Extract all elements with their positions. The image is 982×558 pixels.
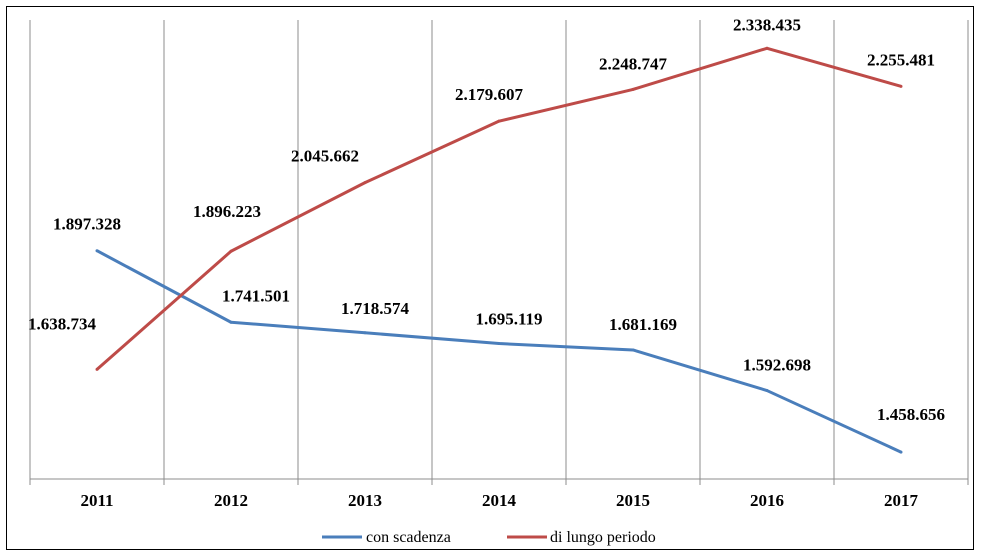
data-label: 1.718.574 (341, 299, 410, 318)
data-label: 1.897.328 (53, 215, 121, 234)
data-point (899, 450, 903, 454)
data-label: 1.592.698 (743, 356, 811, 375)
data-point (631, 87, 635, 91)
data-point (765, 389, 769, 393)
x-tick-label: 2012 (214, 491, 248, 510)
x-tick-label: 2013 (348, 491, 382, 510)
data-label: 1.695.119 (475, 310, 542, 329)
legend-label: di lungo periodo (550, 529, 656, 546)
data-label: 2.255.481 (867, 50, 935, 69)
data-point (95, 249, 99, 253)
data-label: 1.741.501 (222, 286, 290, 305)
data-label: 2.179.607 (455, 85, 524, 104)
data-label: 1.896.223 (193, 202, 261, 221)
x-tick-label: 2015 (616, 491, 650, 510)
data-label: 1.458.656 (877, 405, 945, 424)
data-point (899, 84, 903, 88)
x-tick-label: 2017 (884, 491, 919, 510)
x-tick-label: 2014 (482, 491, 517, 510)
chart-frame (6, 6, 974, 550)
data-label: 1.638.734 (28, 314, 97, 333)
data-point (363, 331, 367, 335)
data-point (497, 119, 501, 123)
series-line-con-scadenza (96, 249, 902, 454)
data-point (95, 367, 99, 371)
data-point (765, 46, 769, 50)
data-label: 2.338.435 (733, 15, 801, 34)
data-point (363, 181, 367, 185)
legend-label: con scadenza (366, 529, 451, 546)
data-label: 1.681.169 (609, 315, 677, 334)
data-label: 2.045.662 (291, 147, 359, 166)
data-point (229, 249, 233, 253)
data-point (631, 348, 635, 352)
x-tick-label: 2016 (750, 491, 784, 510)
x-tick-label: 2011 (80, 491, 113, 510)
data-point (497, 342, 501, 346)
data-label: 2.248.747 (599, 54, 668, 73)
data-point (229, 320, 233, 324)
